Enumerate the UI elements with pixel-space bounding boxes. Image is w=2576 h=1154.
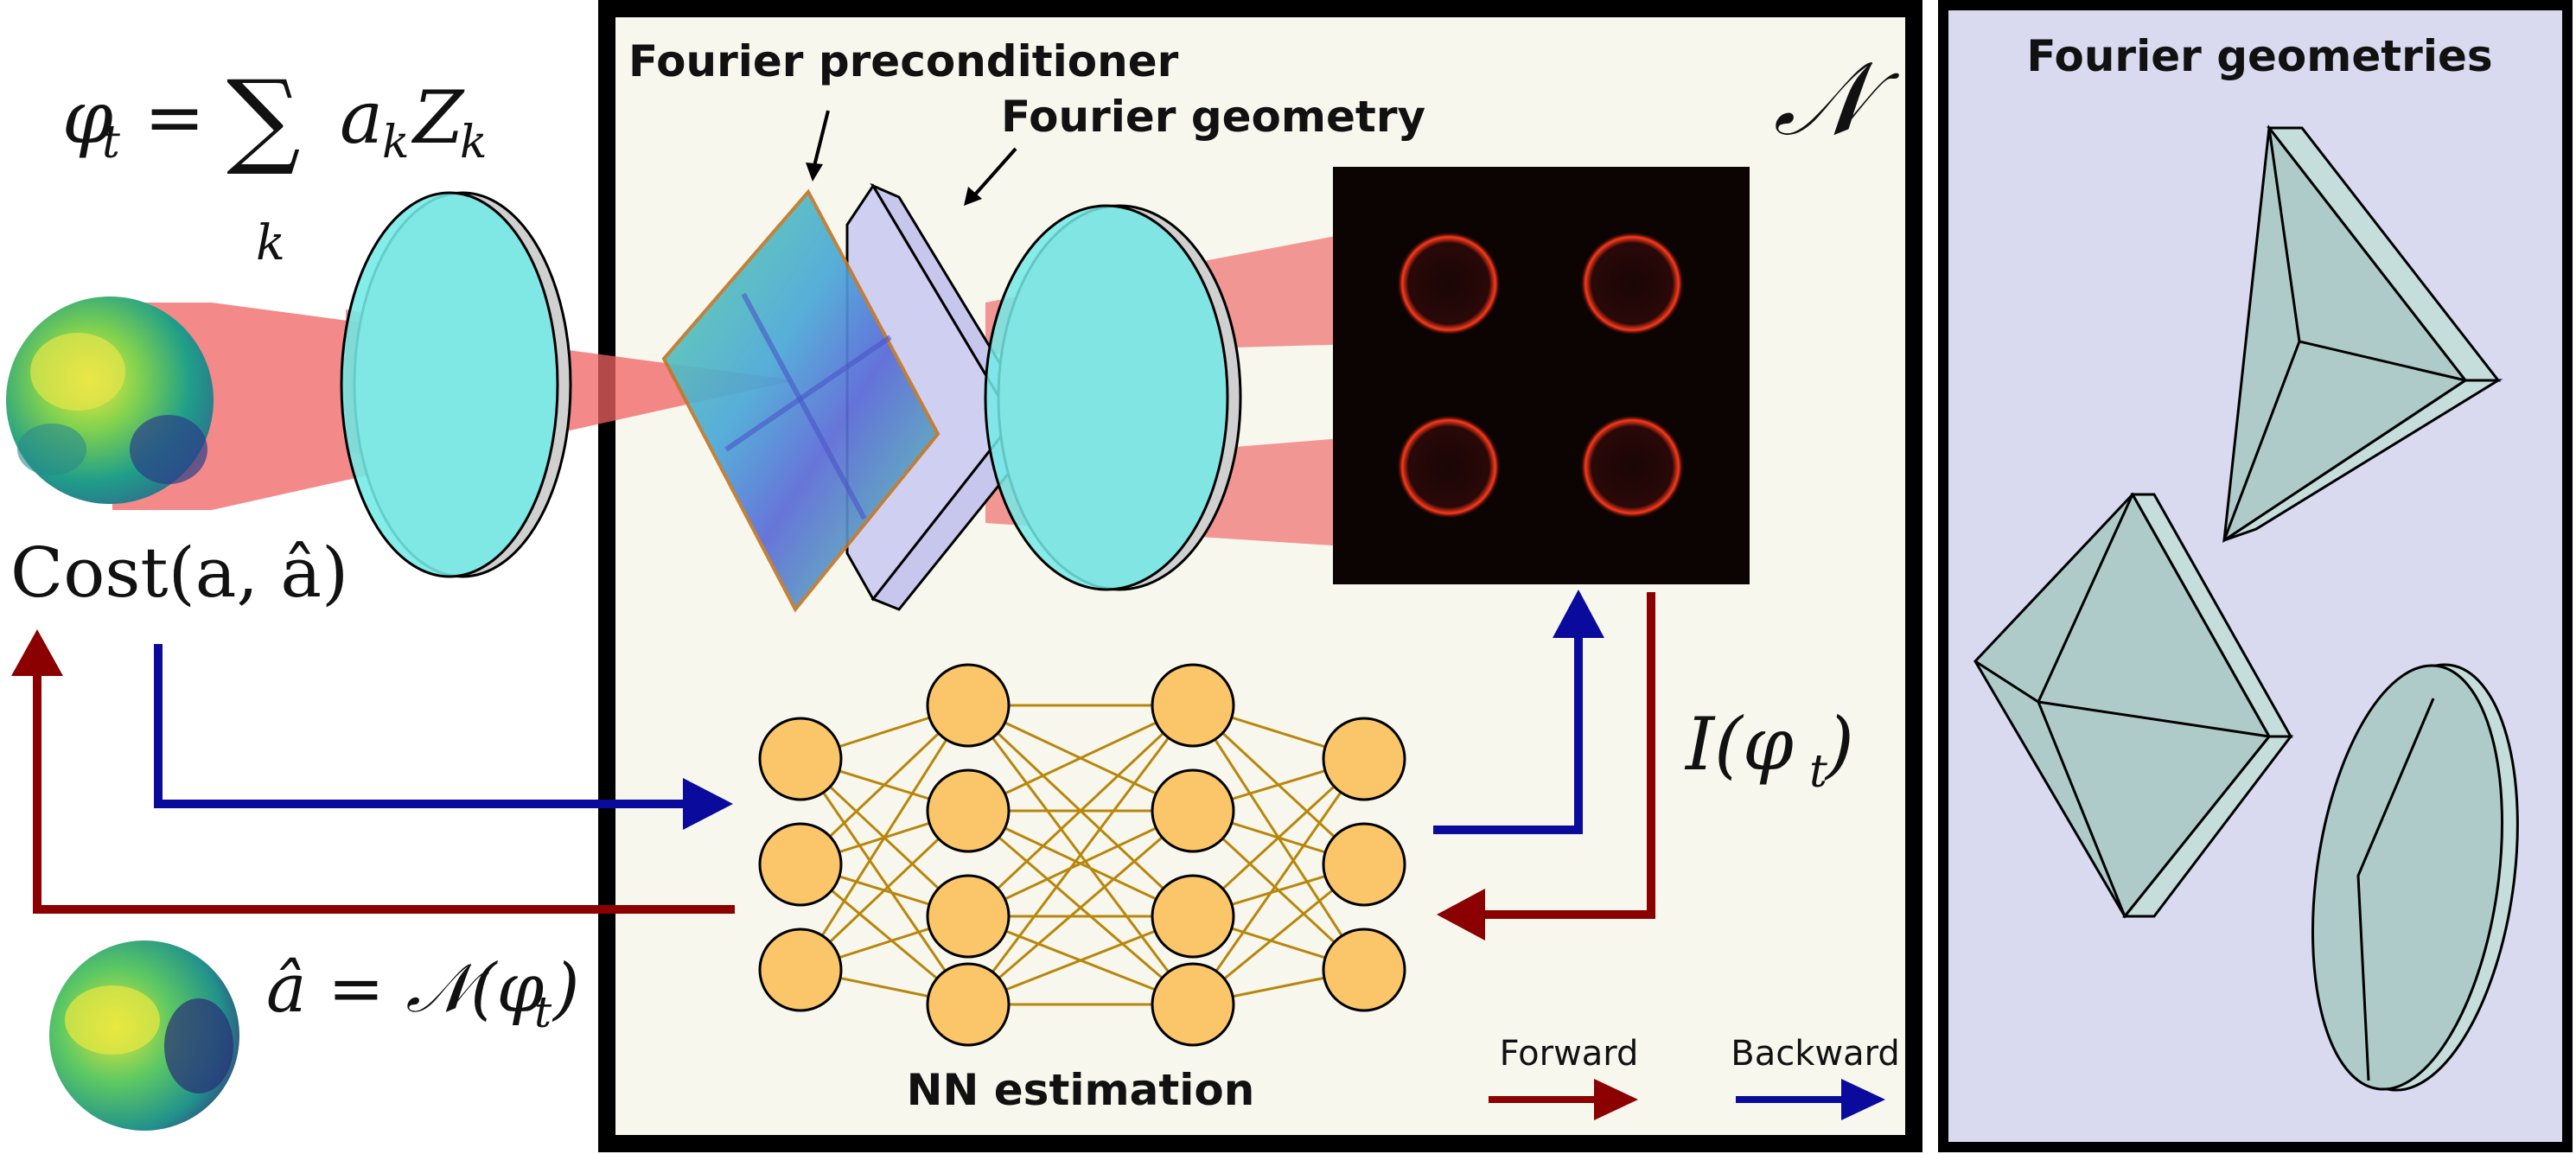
nn-node-layer-3 xyxy=(1151,962,1235,1047)
nn-node-layer-1 xyxy=(758,822,843,907)
coef-symbol: a xyxy=(340,75,383,160)
coef-subscript: k xyxy=(382,117,410,169)
estimate-close: ) xyxy=(552,950,579,1028)
phi-symbol: φ xyxy=(62,75,113,160)
sum-index: k xyxy=(256,215,285,271)
nn-node-layer-2 xyxy=(926,874,1011,959)
nn-edge xyxy=(799,758,970,1005)
estimate-label: â = 𝒩(φ t ) xyxy=(266,950,579,1037)
nn-node-layer-3 xyxy=(1151,663,1235,748)
forward-arrow-nn-to-cost xyxy=(11,629,735,914)
zernike-subscript: k xyxy=(460,117,488,169)
equals-sign: = xyxy=(121,75,228,160)
nn-node-layer-2 xyxy=(926,962,1011,1047)
fourier-geometries-label: Fourier geometries xyxy=(2026,31,2492,81)
nn-node-layer-3 xyxy=(1151,768,1235,853)
estimated-wavefront-disk xyxy=(49,940,239,1131)
nn-edge xyxy=(966,705,1195,1005)
backward-arrow-cost-to-nn xyxy=(154,644,733,830)
nn-node-layer-2 xyxy=(926,663,1011,748)
backward-arrow-nn-to-detector xyxy=(1433,590,1604,834)
nn-edge xyxy=(1191,758,1366,1005)
nn-edge xyxy=(966,704,1195,918)
pointer-arrow-geometry xyxy=(964,147,1017,206)
estimate-subscript: t xyxy=(534,987,552,1037)
pointer-arrow-preconditioner xyxy=(806,110,830,182)
intensity-close: ) xyxy=(1824,702,1854,787)
legend-backward-arrowhead xyxy=(1841,1079,1885,1120)
intensity-label: I(φ t ) xyxy=(1684,702,1854,798)
intensity-subscript: t xyxy=(1809,746,1827,798)
nn-estimation-label: NN estimation xyxy=(907,1065,1255,1115)
intensity-text: I(φ xyxy=(1684,702,1794,787)
legend-forward-arrowhead xyxy=(1594,1079,1638,1120)
sum-symbol: ∑ xyxy=(226,59,301,179)
nn-node-layer-1 xyxy=(758,928,843,1012)
lens-1 xyxy=(340,191,572,578)
legend: Forward Backward xyxy=(1489,1034,1900,1120)
nn-node-layer-1 xyxy=(758,717,843,801)
cost-label: Cost(a, â) xyxy=(10,532,348,613)
fourier-preconditioner-label: Fourier preconditioner xyxy=(628,36,1179,86)
nn-edge xyxy=(799,705,970,971)
legend-forward-label: Forward xyxy=(1500,1034,1639,1074)
legend-backward-label: Backward xyxy=(1731,1034,1899,1074)
nn-node-layer-2 xyxy=(926,768,1011,853)
nn-node-layer-3 xyxy=(1151,874,1235,959)
lens-2 xyxy=(984,204,1242,591)
detector-intensity-image xyxy=(1333,167,1750,584)
nn-nodes xyxy=(758,663,1406,1047)
nn-node-layer-4 xyxy=(1322,822,1406,907)
zernike-symbol: Z xyxy=(411,75,465,160)
nn-edge xyxy=(967,809,1194,1006)
geometry-octahedron xyxy=(1973,492,2294,919)
fourier-geometry-label: Fourier geometry xyxy=(1001,92,1425,142)
phi-subscript: t xyxy=(102,117,120,169)
nn-node-layer-4 xyxy=(1322,928,1406,1012)
geometry-disk xyxy=(2311,663,2519,1092)
phase-expansion-equation: φ t = ∑ k a k Z k xyxy=(62,59,488,271)
input-wavefront-disk xyxy=(6,296,214,504)
estimate-text: â = 𝒩(φ xyxy=(266,950,545,1028)
geometry-pyramid xyxy=(2222,124,2503,544)
forward-arrow-detector-to-nn xyxy=(1437,592,1655,940)
fourier-preconditioner-mask xyxy=(661,188,940,613)
nn-node-layer-4 xyxy=(1322,717,1406,801)
